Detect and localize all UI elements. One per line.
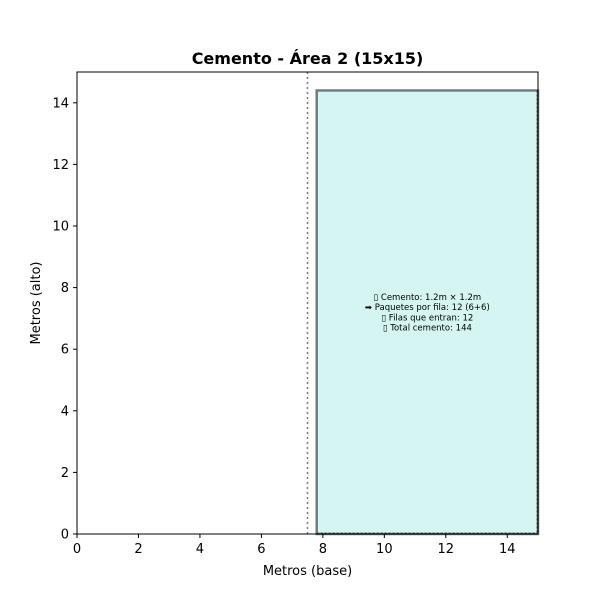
y-tick-label: 14 xyxy=(52,96,69,111)
x-tick-label: 2 xyxy=(134,542,142,557)
annotation-line: ▯ Cemento: 1.2m × 1.2m xyxy=(374,293,482,303)
x-tick-label: 4 xyxy=(196,542,204,557)
x-tick-label: 14 xyxy=(499,542,516,557)
x-tick-label: 12 xyxy=(438,542,455,557)
plot-frame xyxy=(76,71,539,535)
y-tick-label: 12 xyxy=(52,158,69,173)
x-tick-label: 0 xyxy=(73,542,81,557)
x-tick-label: 10 xyxy=(376,542,393,557)
chart-title: Cemento - Área 2 (15x15) xyxy=(192,49,424,68)
x-tick-label: 6 xyxy=(257,542,265,557)
y-tick-label: 4 xyxy=(61,404,69,419)
annotation-line: ▯ Filas que entran: 12 xyxy=(381,313,473,323)
annotation-line: ▯ Total cemento: 144 xyxy=(383,324,472,334)
y-tick-label: 2 xyxy=(61,466,69,481)
x-tick-label: 8 xyxy=(319,542,327,557)
x-axis-label: Metros (base) xyxy=(263,564,352,579)
y-tick-label: 8 xyxy=(61,281,69,296)
annotation-line: ➡ Paquetes por fila: 12 (6+6) xyxy=(365,303,490,313)
cemento-region xyxy=(315,89,540,536)
y-tick-label: 6 xyxy=(61,343,69,358)
y-axis-label: Metros (alto) xyxy=(29,261,44,344)
y-tick-label: 0 xyxy=(61,528,69,543)
y-tick-label: 10 xyxy=(52,220,69,235)
